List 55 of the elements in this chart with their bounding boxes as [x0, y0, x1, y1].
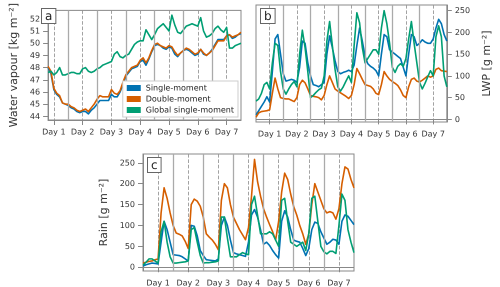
y2-axis-title: LWP [g m⁻²]: [480, 30, 493, 97]
y-axis-title: Rain [g m⁻²]: [96, 178, 110, 246]
x-tick-label: Day 5: [266, 278, 290, 287]
y-tick-label: 100: [120, 220, 135, 230]
x-tick-label: Day 7: [214, 128, 238, 136]
y-tick-label: 49: [30, 50, 40, 60]
y-tick-label: 200: [120, 179, 135, 188]
y-tick-label: 48: [30, 63, 40, 72]
y-tick-label: 44: [30, 112, 40, 121]
annotation: b: [264, 9, 272, 23]
annotation: a: [45, 9, 52, 23]
x-tick-label: Day 5: [366, 130, 390, 138]
line-series: [47, 14, 242, 76]
x-tick-label: Day 1: [42, 128, 66, 136]
y2-tick-label: 150: [454, 50, 470, 59]
line-series: [255, 18, 448, 116]
y-tick-label: 150: [120, 200, 135, 210]
y-tick-label: 250: [120, 158, 135, 168]
y2-tick-label: 100: [454, 71, 470, 80]
legend-label: Single-moment: [146, 84, 207, 92]
x-tick-label: Day 4: [128, 128, 152, 136]
y-axis-title: Water vapour [kg m⁻²]: [7, 2, 20, 128]
legend-label: Global single-moment: [146, 106, 234, 114]
annotation: c: [151, 158, 158, 172]
x-tick-label: Day 3: [100, 128, 124, 136]
x-tick-label: Day 2: [285, 130, 309, 138]
x-tick-label: Day 2: [70, 128, 94, 136]
y2-tick-label: 250: [454, 6, 470, 16]
line-series: [255, 10, 448, 102]
y-tick-label: 45: [30, 100, 40, 109]
y-tick-label: 51: [30, 26, 40, 36]
x-tick-label: Day 7: [327, 278, 351, 287]
y2-tick-label: 0: [454, 114, 460, 124]
x-tick-label: Day 2: [176, 278, 200, 287]
legend-label: Double-moment: [146, 94, 211, 104]
x-tick-label: Day 1: [146, 278, 170, 287]
y-tick-label: 0: [130, 262, 135, 272]
y2-tick-label: 50: [454, 93, 466, 102]
x-tick-label: Day 6: [297, 278, 321, 287]
y2-tick-label: 200: [454, 28, 470, 37]
y-tick-label: 47: [30, 75, 40, 84]
line-series: [142, 158, 355, 264]
x-tick-label: Day 6: [186, 128, 210, 136]
y-tick-label: 50: [30, 38, 40, 48]
x-tick-label: Day 1: [258, 130, 282, 138]
y-tick-label: 46: [30, 87, 40, 96]
x-tick-label: Day 3: [206, 278, 230, 287]
y-tick-label: 52: [30, 14, 40, 24]
x-tick-label: Day 5: [157, 128, 181, 136]
x-tick-label: Day 3: [312, 130, 336, 138]
x-tick-label: Day 7: [421, 130, 445, 138]
x-tick-label: Day 4: [340, 130, 364, 138]
y-tick-label: 50: [124, 242, 135, 251]
x-tick-label: Day 4: [236, 278, 260, 287]
x-tick-label: Day 6: [394, 130, 418, 138]
